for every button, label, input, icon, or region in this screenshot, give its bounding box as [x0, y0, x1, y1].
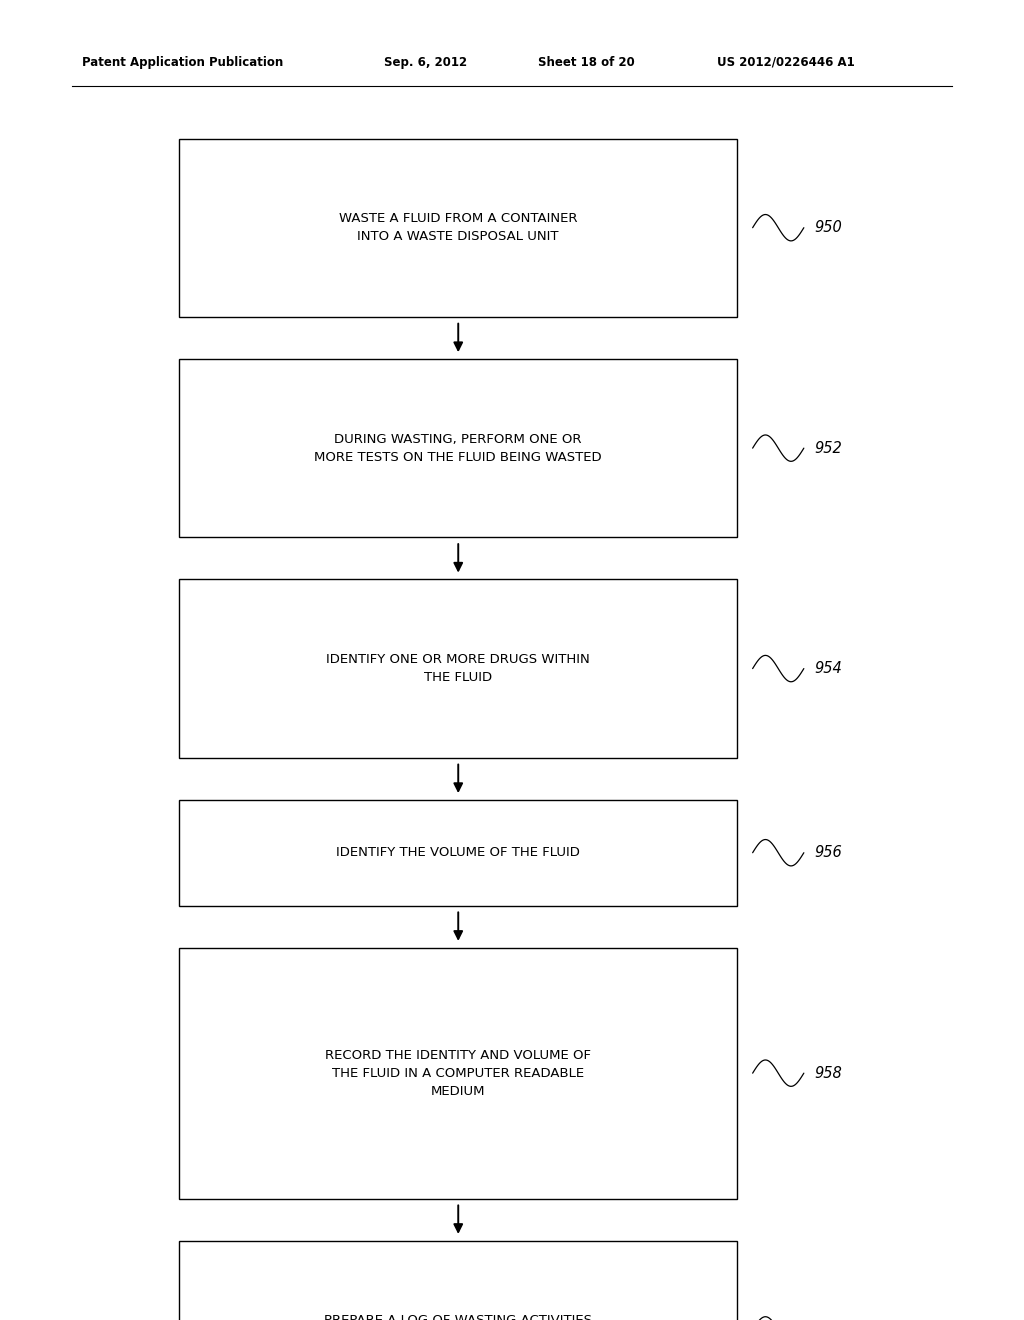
- Bar: [179, 579, 737, 758]
- Text: Sheet 18 of 20: Sheet 18 of 20: [538, 55, 634, 69]
- Text: 956: 956: [814, 845, 842, 861]
- Text: Sep. 6, 2012: Sep. 6, 2012: [384, 55, 467, 69]
- Bar: [179, 948, 737, 1199]
- Text: PREPARE A LOG OF WASTING ACTIVITIES
INVOLVING THE WASTE DISPOSAL UNIT: PREPARE A LOG OF WASTING ACTIVITIES INVO…: [325, 1315, 592, 1320]
- Text: DURING WASTING, PERFORM ONE OR
MORE TESTS ON THE FLUID BEING WASTED: DURING WASTING, PERFORM ONE OR MORE TEST…: [314, 433, 602, 463]
- Bar: [179, 139, 737, 317]
- Text: Patent Application Publication: Patent Application Publication: [82, 55, 284, 69]
- Bar: [179, 800, 737, 906]
- Text: 958: 958: [814, 1065, 842, 1081]
- Text: IDENTIFY ONE OR MORE DRUGS WITHIN
THE FLUID: IDENTIFY ONE OR MORE DRUGS WITHIN THE FL…: [327, 653, 590, 684]
- Bar: [179, 1241, 737, 1320]
- Text: RECORD THE IDENTITY AND VOLUME OF
THE FLUID IN A COMPUTER READABLE
MEDIUM: RECORD THE IDENTITY AND VOLUME OF THE FL…: [326, 1048, 591, 1098]
- Text: US 2012/0226446 A1: US 2012/0226446 A1: [717, 55, 855, 69]
- Text: 952: 952: [814, 441, 842, 455]
- Text: IDENTIFY THE VOLUME OF THE FLUID: IDENTIFY THE VOLUME OF THE FLUID: [336, 846, 581, 859]
- Text: WASTE A FLUID FROM A CONTAINER
INTO A WASTE DISPOSAL UNIT: WASTE A FLUID FROM A CONTAINER INTO A WA…: [339, 213, 578, 243]
- Text: 950: 950: [814, 220, 842, 235]
- Text: 954: 954: [814, 661, 842, 676]
- Bar: [179, 359, 737, 537]
